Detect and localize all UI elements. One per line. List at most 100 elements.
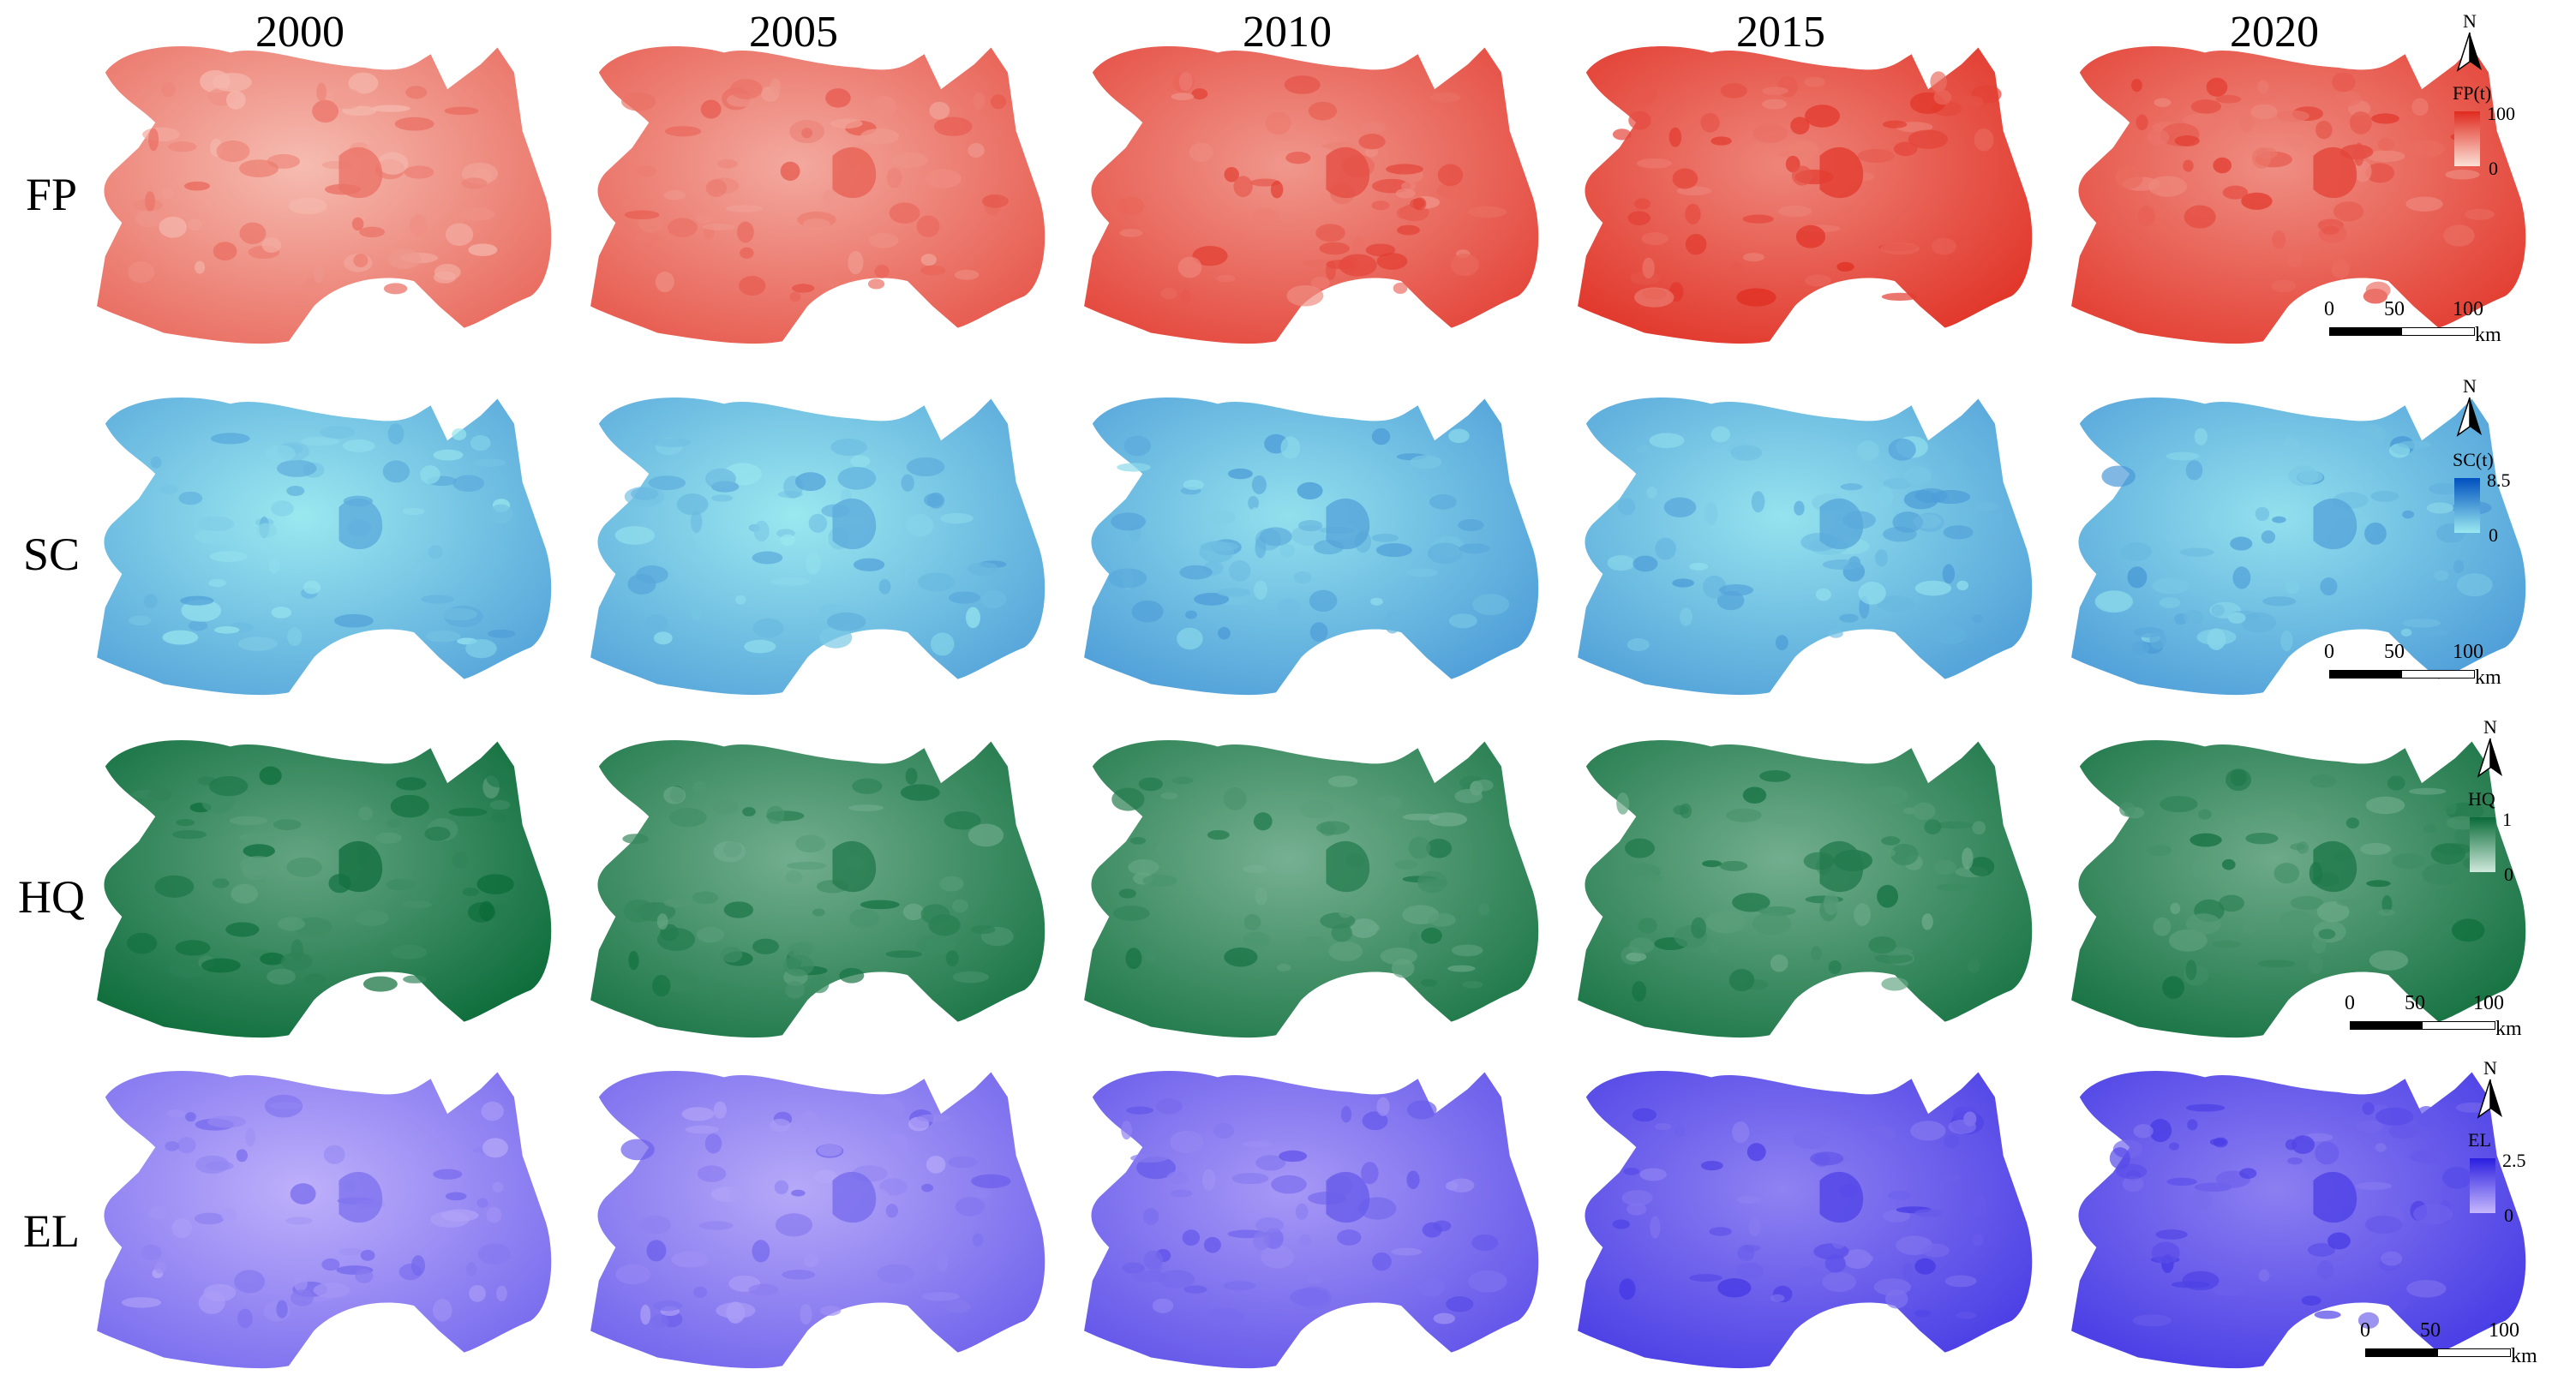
scale-tick: 100 [2453, 298, 2483, 320]
row-label-hq: HQ [18, 871, 85, 923]
north-label: N [2463, 375, 2477, 397]
map-shape [590, 397, 1045, 696]
map-el-2015 [1563, 1055, 2043, 1372]
map-shape [590, 45, 1045, 344]
map-shape [97, 1070, 552, 1369]
north-arrow-hq: N [2465, 718, 2516, 778]
map-shape [97, 45, 552, 344]
map-shape [1084, 397, 1539, 696]
map-shape [2071, 45, 2526, 344]
legend-color-bar [2470, 1158, 2495, 1213]
scale-unit: km [2511, 1345, 2537, 1367]
row-label-sc: SC [22, 529, 81, 580]
legend-min: 0 [2489, 524, 2498, 546]
map-el-2005 [576, 1055, 1056, 1372]
map-shape [1084, 45, 1539, 344]
scale-unit: km [2475, 324, 2501, 346]
scale-tick: 0 [2324, 641, 2334, 663]
north-arrow-el: N [2465, 1059, 2516, 1119]
map-sc-2005 [576, 382, 1056, 699]
scale-tick: 0 [2324, 298, 2334, 320]
map-fp-2005 [576, 31, 1056, 348]
scale-unit: km [2495, 1018, 2522, 1040]
legend-title: EL [2468, 1129, 2491, 1151]
region-area [590, 45, 1045, 344]
north-arrow-fp: N [2444, 12, 2495, 72]
row-label-el: EL [23, 1205, 80, 1257]
map-shape [1578, 1070, 2033, 1369]
map-el-2000 [82, 1055, 562, 1372]
map-shape [1578, 739, 2033, 1038]
year-header-2020: 2020 [2230, 8, 2319, 57]
legend-el: EL 2.5 0 [2461, 1129, 2576, 1241]
legend-title: FP(t) [2453, 82, 2492, 104]
legend-title: HQ [2468, 788, 2495, 810]
legend-max: 8.5 [2487, 469, 2511, 491]
year-header-2010: 2010 [1243, 8, 1332, 57]
scale-bar-graphic [2329, 327, 2475, 336]
region-area [1084, 397, 1539, 696]
scale-tick: 50 [2420, 1319, 2441, 1342]
map-sc-2010 [1069, 382, 1549, 699]
scale-tick: 100 [2453, 641, 2483, 663]
scale-bar-graphic [2365, 1348, 2511, 1357]
legend-color-bar [2454, 111, 2480, 166]
legend-color-bar [2454, 478, 2480, 533]
north-arrow-sc: N [2444, 377, 2495, 437]
north-arrow-icon [2477, 1079, 2502, 1119]
map-hq-2020 [2057, 725, 2537, 1042]
map-sc-2000 [82, 382, 562, 699]
scale-bar-sc: 0 50 100 km [2324, 641, 2501, 692]
year-header-2015: 2015 [1736, 8, 1825, 57]
map-fp-2000 [82, 31, 562, 348]
legend-fp: FP(t) 100 0 [2446, 82, 2566, 194]
north-arrow-icon [2456, 397, 2482, 437]
map-fp-2015 [1563, 31, 2043, 348]
legend-min: 0 [2504, 1205, 2513, 1226]
map-shape [1084, 1070, 1539, 1369]
map-sc-2015 [1563, 382, 2043, 699]
map-shape [1084, 739, 1539, 1038]
scale-tick: 0 [2360, 1319, 2370, 1342]
map-shape [1578, 45, 2033, 344]
legend-max: 100 [2487, 103, 2515, 124]
scale-tick: 50 [2405, 992, 2425, 1014]
scale-tick: 50 [2384, 641, 2405, 663]
map-el-2010 [1069, 1055, 1549, 1372]
north-arrow-icon [2456, 32, 2482, 72]
map-shape [2071, 1070, 2526, 1369]
region-area [1578, 45, 2033, 344]
scale-tick: 0 [2345, 992, 2355, 1014]
map-sc-2020 [2057, 382, 2537, 699]
map-shape [590, 739, 1045, 1038]
map-el-2020 [2057, 1055, 2537, 1372]
north-label: N [2483, 1057, 2497, 1079]
scale-unit: km [2475, 667, 2501, 689]
map-hq-2005 [576, 725, 1056, 1042]
scale-bar-hq: 0 50 100 km [2345, 992, 2522, 1043]
legend-max: 1 [2502, 809, 2512, 830]
map-fp-2020 [2057, 31, 2537, 348]
map-hq-2015 [1563, 725, 2043, 1042]
scale-tick: 50 [2384, 298, 2405, 320]
scale-bar-graphic [2329, 670, 2475, 679]
legend-max: 2.5 [2502, 1150, 2526, 1171]
map-shape [2071, 397, 2526, 696]
legend-hq: HQ 1 0 [2461, 788, 2576, 900]
region-area [1578, 1070, 2033, 1369]
legend-title: SC(t) [2453, 449, 2494, 470]
map-hq-2000 [82, 725, 562, 1042]
north-label: N [2483, 716, 2497, 738]
legend-min: 0 [2504, 864, 2513, 885]
legend-color-bar [2470, 817, 2495, 872]
legend-sc: SC(t) 8.5 0 [2446, 449, 2566, 560]
map-fp-2010 [1069, 31, 1549, 348]
north-label: N [2463, 10, 2477, 32]
region-area [2071, 739, 2526, 1038]
map-hq-2010 [1069, 725, 1549, 1042]
year-header-2005: 2005 [749, 8, 838, 57]
map-shape [2071, 739, 2526, 1038]
map-shape [97, 397, 552, 696]
scale-bar-graphic [2350, 1021, 2495, 1030]
legend-min: 0 [2489, 158, 2498, 179]
